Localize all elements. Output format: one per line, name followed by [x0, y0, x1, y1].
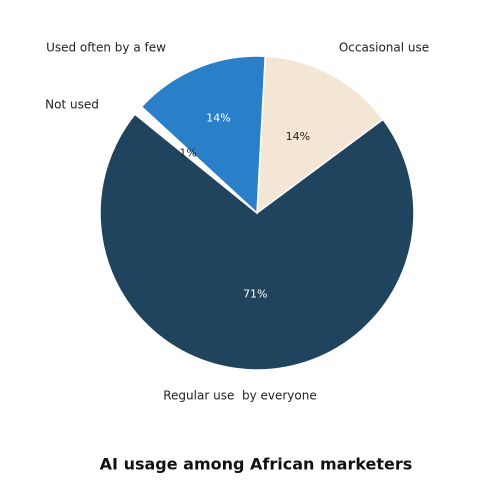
pie: [99, 55, 415, 371]
slice-value-label: 71%: [243, 288, 267, 301]
slice-value-label: 14%: [286, 130, 310, 143]
slice-category-label: Used often by a few: [46, 41, 166, 55]
slice-category-label: Occasional use: [339, 41, 429, 55]
slice-value-label: 14%: [206, 112, 230, 125]
slice-value-label: 1%: [179, 146, 196, 159]
pie-slice: [256, 55, 385, 215]
slice-category-label: Not used: [45, 98, 99, 112]
pie-slice: [99, 113, 415, 371]
slice-category-label: Regular use by everyone: [163, 389, 316, 403]
pie-slice: [140, 55, 267, 215]
chart-title: AI usage among African marketers: [100, 455, 413, 474]
